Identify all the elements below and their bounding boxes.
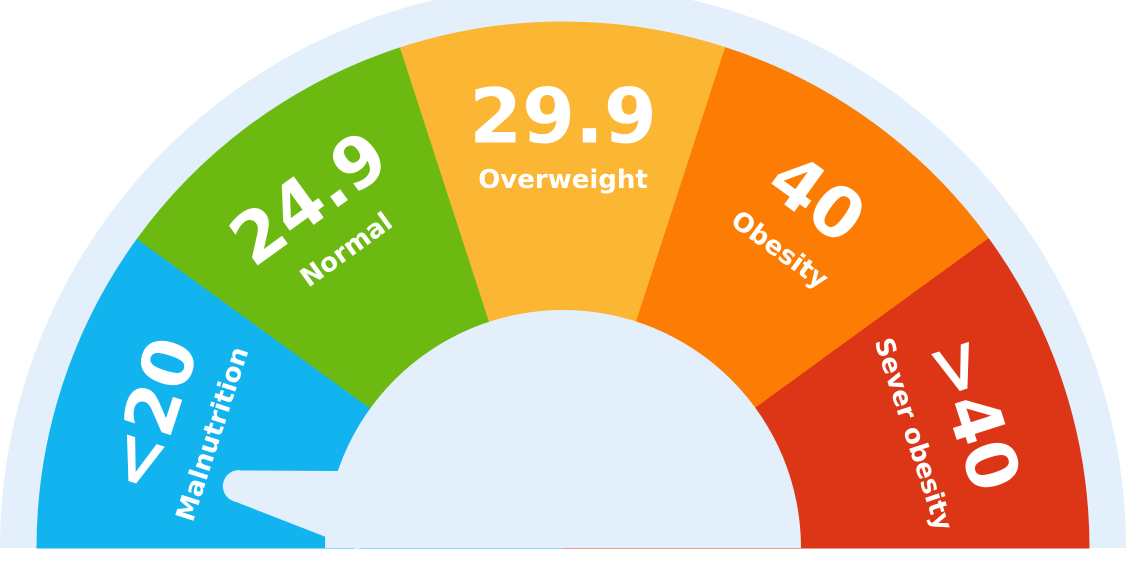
gauge-center-hub	[325, 310, 801, 548]
segment-value-3: 29.9	[469, 72, 657, 161]
gauge-segment-3	[399, 21, 727, 549]
gauge-needle	[222, 470, 375, 550]
segment-label-3: Overweight	[478, 165, 648, 195]
